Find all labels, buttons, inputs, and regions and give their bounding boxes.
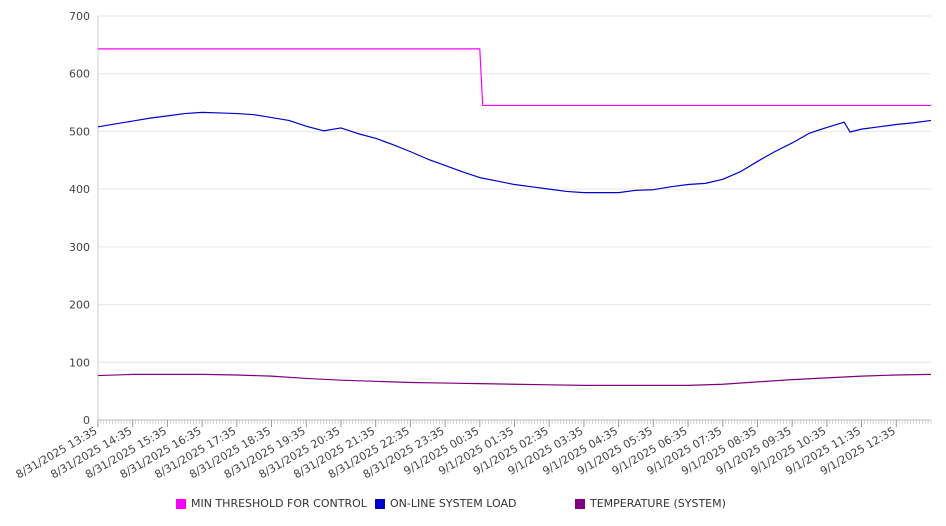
y-tick-label-0: 0: [83, 414, 90, 427]
legend-label: TEMPERATURE (SYSTEM): [590, 497, 726, 510]
grid-lines: [98, 15, 931, 363]
legend-label: MIN THRESHOLD FOR CONTROL: [191, 497, 367, 510]
series-line-1: [97, 111, 932, 194]
legend-item-system-load[interactable]: ON-LINE SYSTEM LOAD: [375, 497, 516, 510]
y-tick-label-600: 600: [69, 68, 90, 81]
legend-label: ON-LINE SYSTEM LOAD: [390, 497, 517, 510]
y-tick-label-200: 200: [69, 299, 90, 312]
y-tick-label-400: 400: [69, 183, 90, 196]
y-axis-tick-labels: 0 100 200 300 400 500 600 700: [69, 10, 90, 427]
x-axis-tick-labels: 8/31/2025 13:358/31/2025 14:358/31/2025 …: [14, 424, 898, 481]
legend: MIN THRESHOLD FOR CONTROL ON-LINE SYSTEM…: [0, 497, 946, 515]
legend-swatch: [575, 498, 585, 509]
y-tick-label-500: 500: [69, 125, 90, 138]
legend-swatch: [176, 498, 186, 509]
y-tick-label-100: 100: [69, 356, 90, 369]
y-tick-label-300: 300: [69, 241, 90, 254]
legend-item-min-threshold[interactable]: MIN THRESHOLD FOR CONTROL: [176, 497, 367, 510]
series-lines: [97, 48, 932, 386]
series-line-0: [98, 48, 931, 107]
series-line-2: [97, 373, 932, 386]
legend-item-temperature[interactable]: TEMPERATURE (SYSTEM): [575, 497, 726, 510]
axes: [97, 16, 932, 427]
legend-swatch: [375, 498, 385, 509]
y-tick-label-700: 700: [69, 10, 90, 23]
